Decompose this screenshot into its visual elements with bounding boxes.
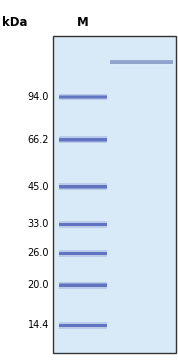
Bar <box>59 283 107 287</box>
Bar <box>59 324 107 327</box>
Text: 14.4: 14.4 <box>28 320 49 330</box>
Text: kDa: kDa <box>2 16 27 29</box>
Bar <box>59 94 107 100</box>
Bar <box>53 36 176 353</box>
Bar <box>59 138 107 141</box>
Bar <box>59 136 107 143</box>
Text: 26.0: 26.0 <box>27 248 49 258</box>
Text: 45.0: 45.0 <box>27 182 49 192</box>
Bar <box>59 324 107 327</box>
Bar <box>59 252 107 255</box>
Text: 94.0: 94.0 <box>28 92 49 102</box>
Bar <box>59 184 107 190</box>
Bar <box>59 185 107 188</box>
Bar <box>59 223 107 226</box>
Bar <box>59 138 107 141</box>
Bar <box>59 221 107 228</box>
Text: 20.0: 20.0 <box>27 280 49 291</box>
Bar <box>110 60 173 64</box>
Text: 33.0: 33.0 <box>28 219 49 229</box>
Bar <box>59 222 107 226</box>
Bar <box>59 96 107 98</box>
Bar <box>59 95 107 99</box>
Bar <box>59 185 107 189</box>
Bar <box>59 282 107 289</box>
Bar <box>59 284 107 287</box>
Bar <box>59 322 107 329</box>
Bar <box>59 252 107 255</box>
Text: M: M <box>77 16 89 29</box>
Bar <box>59 250 107 257</box>
Text: 66.2: 66.2 <box>27 135 49 145</box>
